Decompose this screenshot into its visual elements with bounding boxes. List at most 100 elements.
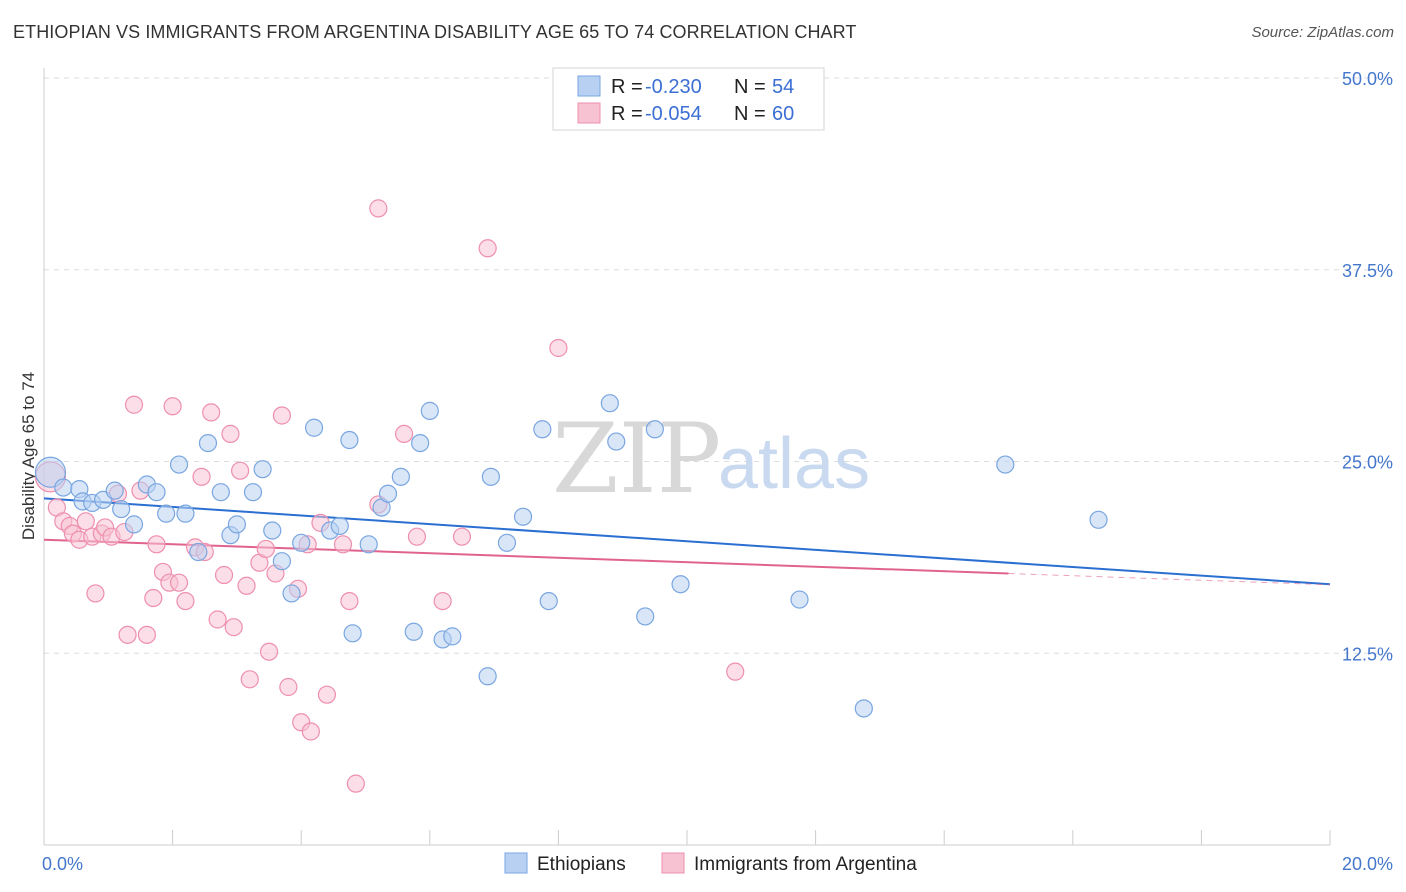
argentina-point-14 [118, 625, 137, 644]
argentina-point-23 [169, 573, 189, 592]
argentina-point-6 [76, 512, 95, 531]
bottom-legend-argentina: Immigrants from Argentina [694, 854, 917, 875]
ethiopians-point-45 [600, 394, 619, 413]
ethiopians-point-32 [378, 484, 398, 503]
bottom-legend-swatch-argentina [661, 852, 685, 874]
ethiopians-point-24 [292, 533, 311, 552]
series-ethiopians-points [34, 394, 1108, 718]
ethiopians-point-41 [497, 533, 517, 552]
argentina-point-40 [272, 406, 292, 425]
ethiopians-point-27 [330, 516, 349, 536]
argentina-point-35 [240, 670, 259, 689]
ethiopians-point-13 [176, 504, 195, 523]
ethiopians-point-6 [105, 481, 124, 500]
legend-blue-r-label: R = [611, 76, 643, 98]
ethiopians-point-8 [124, 515, 144, 534]
source-label: Source: ZipAtlas.com [1251, 24, 1394, 41]
ethiopians-point-21 [263, 521, 282, 540]
argentina-point-31 [221, 424, 240, 443]
ethiopians-point-49 [671, 575, 690, 594]
argentina-point-18 [144, 588, 163, 608]
y-tick-label-2: 37.5% [1342, 261, 1393, 281]
watermark-zip: ZIP [552, 403, 721, 515]
y-tick-label-3: 50.0% [1342, 69, 1393, 89]
argentina-point-59 [726, 662, 745, 681]
argentina-point-53 [394, 424, 414, 443]
ethiopians-point-44 [539, 591, 558, 611]
ethiopians-point-18 [227, 515, 246, 534]
ethiopians-point-35 [411, 433, 430, 453]
legend-blue-r-value: -0.230 [645, 76, 702, 98]
argentina-point-33 [231, 461, 250, 480]
legend-pink-n-value: 60 [772, 103, 794, 125]
ethiopians-point-12 [169, 455, 189, 474]
ethiopians-point-51 [854, 699, 873, 718]
ethiopians-point-38 [443, 627, 462, 646]
ethiopians-point-33 [391, 467, 410, 486]
argentina-point-19 [147, 535, 166, 554]
bottom-legend-ethiopians: Ethiopians [537, 854, 626, 875]
y-tick-label-1: 25.0% [1342, 453, 1393, 473]
argentina-point-48 [333, 535, 353, 554]
argentina-point-45 [301, 722, 320, 741]
legend-pink-r-label: R = [611, 103, 643, 125]
argentina-point-52 [369, 199, 388, 218]
x-tick-label-min: 0.0% [42, 854, 83, 874]
argentina-point-26 [192, 467, 211, 486]
ethiopians-point-28 [340, 430, 359, 450]
legend-swatch-pink [577, 102, 601, 124]
argentina-point-47 [317, 685, 337, 704]
argentina-point-28 [202, 403, 221, 422]
ethiopians-point-11 [157, 504, 176, 523]
argentina-point-29 [208, 610, 227, 629]
y-axis-title: Disability Age 65 to 74 [19, 372, 38, 540]
grid-lines [44, 77, 1392, 654]
ethiopians-point-50 [790, 590, 809, 609]
chart-title: ETHIOPIAN VS IMMIGRANTS FROM ARGENTINA D… [13, 22, 857, 42]
watermark: ZIP atlas [552, 403, 870, 515]
argentina-point-30 [214, 565, 234, 585]
ethiopians-point-19 [243, 483, 263, 502]
ethiopians-point-15 [198, 433, 218, 453]
ethiopians-point-30 [359, 535, 378, 554]
trend-line-ethiopians [43, 497, 1331, 586]
argentina-point-15 [124, 395, 144, 414]
ethiopians-point-39 [478, 667, 497, 686]
argentina-point-56 [452, 527, 472, 546]
ethiopians-point-48 [645, 420, 664, 439]
legend-swatch-blue [577, 75, 601, 97]
argentina-point-34 [237, 576, 256, 595]
legend: R = -0.230 N = 54 R = -0.054 N = 60 [552, 67, 825, 131]
ethiopians-point-40 [481, 467, 500, 486]
argentina-point-24 [176, 591, 195, 611]
argentina-point-54 [407, 527, 427, 546]
ethiopians-point-10 [147, 483, 166, 502]
ethiopians-point-52 [996, 455, 1015, 474]
ethiopians-point-0 [34, 456, 67, 488]
legend-pink-n-label: N = [734, 103, 766, 125]
legend-blue-n-value: 54 [772, 76, 794, 98]
ethiopians-point-1 [54, 478, 73, 497]
bottom-legend: Ethiopians Immigrants from Argentina [504, 852, 917, 875]
argentina-point-58 [549, 338, 568, 358]
argentina-point-57 [478, 239, 497, 258]
ethiopians-point-22 [272, 552, 292, 571]
ethiopians-point-46 [607, 432, 626, 451]
argentina-point-41 [279, 677, 298, 697]
ethiopians-point-42 [513, 507, 533, 526]
argentina-point-32 [224, 618, 243, 637]
trend-line-argentina-extrapolated [1008, 572, 1331, 586]
argentina-point-55 [433, 591, 452, 611]
ethiopians-point-25 [304, 418, 324, 437]
ethiopians-point-53 [1089, 510, 1108, 529]
argentina-point-37 [256, 539, 275, 559]
x-tick-label-max: 20.0% [1342, 854, 1393, 874]
ethiopians-point-20 [253, 460, 272, 479]
legend-pink-r-value: -0.054 [645, 103, 702, 125]
ethiopians-point-29 [343, 624, 362, 643]
ethiopians-point-34 [404, 622, 423, 641]
x-tick-marks [172, 830, 1331, 845]
ethiopians-point-7 [112, 499, 131, 519]
ethiopians-point-36 [420, 401, 439, 420]
